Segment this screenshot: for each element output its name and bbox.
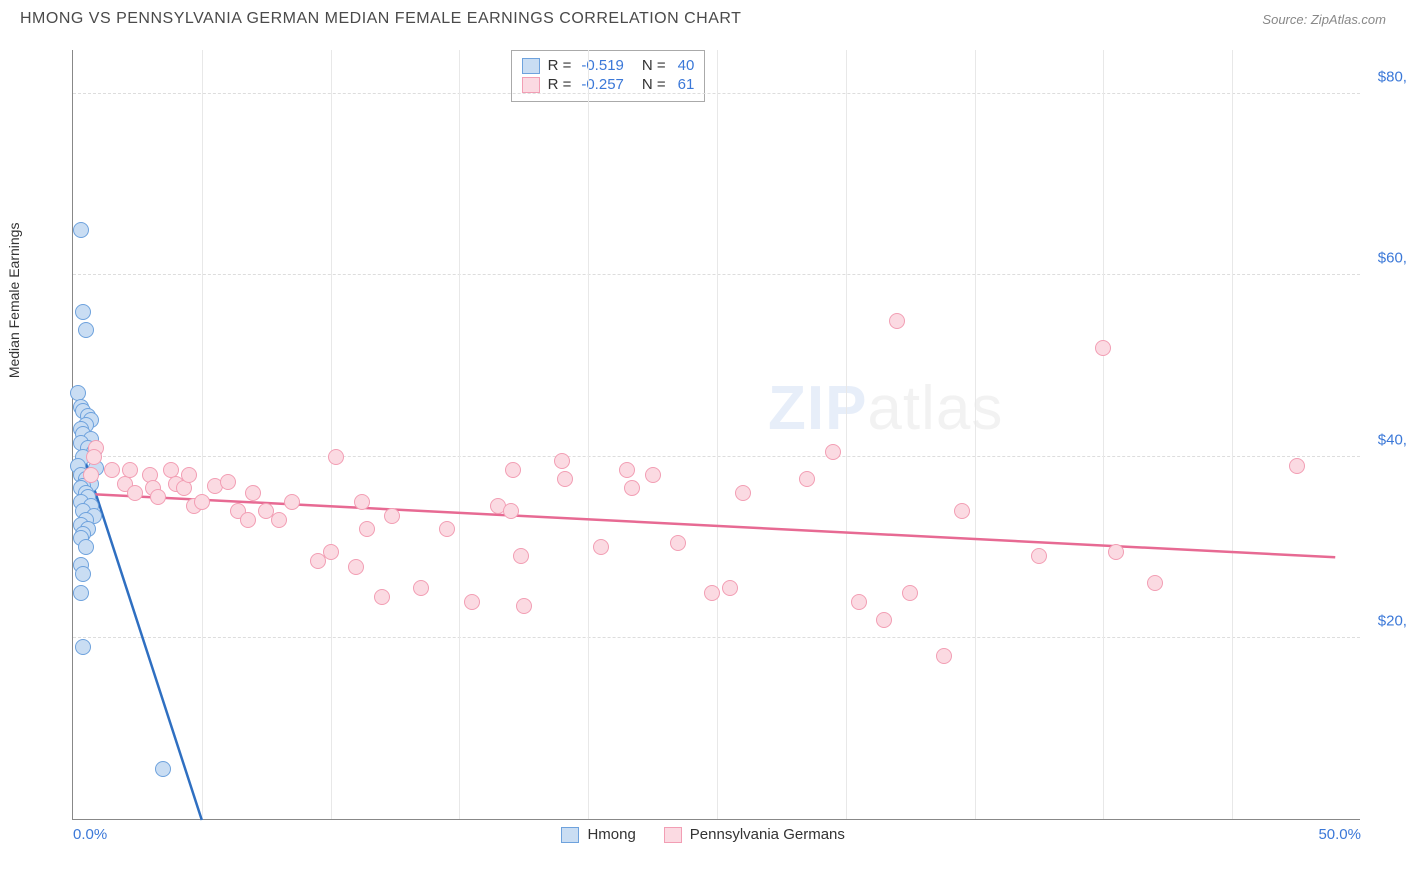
scatter-point (645, 467, 661, 483)
source-attribution: Source: ZipAtlas.com (1262, 12, 1386, 27)
scatter-point (876, 612, 892, 628)
scatter-point (505, 462, 521, 478)
legend-swatch (561, 827, 579, 843)
scatter-point (936, 648, 952, 664)
scatter-point (624, 480, 640, 496)
scatter-point (122, 462, 138, 478)
scatter-point (513, 548, 529, 564)
scatter-point (83, 467, 99, 483)
scatter-point (439, 521, 455, 537)
scatter-point (1095, 340, 1111, 356)
scatter-point (902, 585, 918, 601)
scatter-point (735, 485, 751, 501)
scatter-point (503, 503, 519, 519)
scatter-point (384, 508, 400, 524)
scatter-point (359, 521, 375, 537)
scatter-point (240, 512, 256, 528)
scatter-point (150, 489, 166, 505)
scatter-point (464, 594, 480, 610)
scatter-point (194, 494, 210, 510)
scatter-point (73, 585, 89, 601)
chart-title: HMONG VS PENNSYLVANIA GERMAN MEDIAN FEMA… (20, 10, 741, 28)
scatter-point (413, 580, 429, 596)
chart-container: Median Female Earnings ZIPatlas R =-0.51… (20, 38, 1386, 858)
scatter-point (825, 444, 841, 460)
x-tick-label: 50.0% (1318, 826, 1361, 843)
scatter-point (722, 580, 738, 596)
scatter-point (954, 503, 970, 519)
scatter-point (181, 467, 197, 483)
scatter-point (75, 639, 91, 655)
scatter-point (348, 559, 364, 575)
legend-label: Hmong (587, 826, 635, 843)
scatter-point (73, 222, 89, 238)
scatter-point (328, 449, 344, 465)
y-axis-label: Median Female Earnings (6, 223, 22, 379)
scatter-point (374, 589, 390, 605)
scatter-point (516, 598, 532, 614)
scatter-point (1147, 575, 1163, 591)
scatter-point (104, 462, 120, 478)
scatter-point (245, 485, 261, 501)
scatter-point (1289, 458, 1305, 474)
scatter-point (593, 539, 609, 555)
scatter-point (354, 494, 370, 510)
scatter-point (851, 594, 867, 610)
scatter-point (1031, 548, 1047, 564)
legend-item: Hmong (561, 826, 635, 843)
y-tick-label: $80,000 (1368, 69, 1406, 86)
scatter-point (75, 566, 91, 582)
legend-item: Pennsylvania Germans (664, 826, 845, 843)
scatter-point (1108, 544, 1124, 560)
scatter-point (75, 304, 91, 320)
scatter-plot: ZIPatlas R =-0.519N =40R =-0.257N =61 $2… (72, 50, 1360, 820)
scatter-point (704, 585, 720, 601)
scatter-point (670, 535, 686, 551)
legend-swatch (664, 827, 682, 843)
scatter-point (155, 761, 171, 777)
scatter-point (799, 471, 815, 487)
scatter-point (78, 322, 94, 338)
scatter-point (86, 449, 102, 465)
scatter-point (271, 512, 287, 528)
y-tick-label: $40,000 (1368, 431, 1406, 448)
scatter-point (557, 471, 573, 487)
legend-label: Pennsylvania Germans (690, 826, 845, 843)
scatter-point (889, 313, 905, 329)
y-tick-label: $60,000 (1368, 250, 1406, 267)
scatter-point (284, 494, 300, 510)
scatter-point (127, 485, 143, 501)
scatter-point (323, 544, 339, 560)
scatter-point (78, 539, 94, 555)
x-tick-label: 0.0% (73, 826, 107, 843)
y-tick-label: $20,000 (1368, 612, 1406, 629)
scatter-point (554, 453, 570, 469)
series-legend: Hmong Pennsylvania Germans (561, 826, 844, 843)
scatter-point (220, 474, 236, 490)
scatter-point (619, 462, 635, 478)
trendlines-layer (73, 50, 1361, 820)
